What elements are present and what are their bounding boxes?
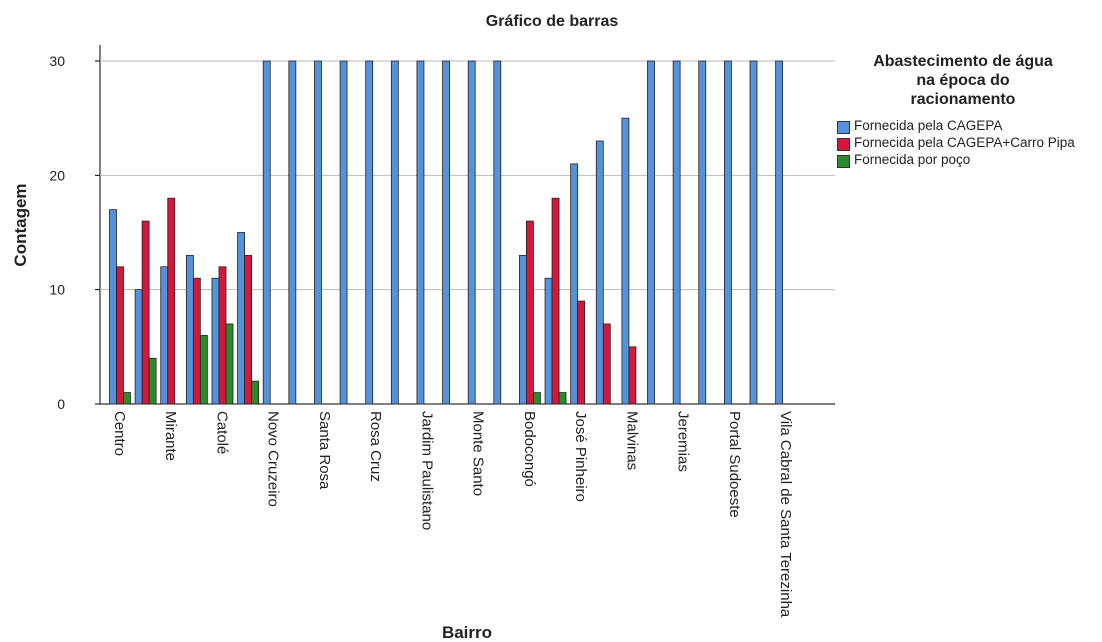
x-tick-label: Novo Cruzeiro <box>265 411 282 507</box>
bar <box>442 60 450 405</box>
x-tick-label: Centro <box>111 411 128 456</box>
bar <box>621 117 630 405</box>
legend-item: Fornecida pela CAGEPA+Carro Pipa <box>832 136 1094 151</box>
bar <box>218 266 227 405</box>
bar <box>365 60 374 405</box>
bar <box>116 266 124 405</box>
chart-title: Gráfico de barras <box>486 13 619 30</box>
bar <box>595 140 604 405</box>
bar <box>467 60 476 405</box>
bar <box>602 323 611 405</box>
x-tick-label: José Pinheiro <box>572 411 589 502</box>
bar <box>647 60 655 405</box>
legend-label: Fornecida pela CAGEPA <box>854 118 1003 133</box>
bar <box>519 254 527 405</box>
x-tick-label: Rosa Cruz <box>367 411 384 482</box>
bar <box>211 277 220 405</box>
bar <box>628 346 637 405</box>
spacer <box>832 109 1094 117</box>
legend-label: Fornecida por poço <box>854 152 971 167</box>
bar <box>544 277 553 405</box>
bar <box>390 60 399 405</box>
bar <box>251 380 260 405</box>
bar <box>185 254 194 405</box>
legend-title: racionamento <box>910 91 1016 108</box>
x-tick-label: Mirante <box>162 411 179 461</box>
bar <box>148 357 157 405</box>
bar <box>558 392 567 405</box>
legend-swatch <box>837 121 850 134</box>
x-tick-label: Monte Santo <box>470 411 487 496</box>
legend-label: Fornecida pela CAGEPA+Carro Pipa <box>854 135 1075 150</box>
bar <box>244 254 253 405</box>
legend-swatch <box>837 155 850 168</box>
x-tick-label: Bodocongó <box>521 411 538 487</box>
bar <box>314 60 322 405</box>
x-tick-label: Jeremias <box>675 411 692 472</box>
y-tick-label: 0 <box>57 396 65 412</box>
legend-item: Fornecida por poço <box>832 153 1094 168</box>
legend: Abastecimento de água na época do racionam… <box>832 52 1094 168</box>
x-axis-label: Bairro <box>442 623 492 642</box>
legend-item: Fornecida pela CAGEPA <box>832 119 1094 134</box>
x-tick-label: Vila Cabral de Santa Terezinha <box>777 411 794 618</box>
bar <box>141 220 150 405</box>
bar <box>551 197 560 405</box>
y-tick-label: 20 <box>49 167 65 183</box>
bar <box>533 392 541 405</box>
bar <box>339 60 348 405</box>
bar <box>225 323 234 405</box>
bar <box>262 60 271 405</box>
bar <box>237 232 246 405</box>
bar <box>698 60 707 405</box>
bar <box>109 209 117 405</box>
legend-swatch <box>837 138 850 151</box>
bar <box>526 220 534 405</box>
x-tick-label: Santa Rosa <box>316 411 333 490</box>
y-axis-label: Contagem <box>11 183 30 266</box>
bar <box>749 60 758 405</box>
legend-title: na época do <box>916 72 1010 89</box>
bar <box>192 277 201 405</box>
bar <box>672 60 681 405</box>
y-tick-label: 10 <box>49 282 65 298</box>
bar <box>123 392 131 405</box>
x-tick-label: Malvinas <box>623 411 640 470</box>
x-tick-label: Catolé <box>213 411 230 454</box>
x-tick-label: Jardim Paulistano <box>418 411 435 530</box>
bar <box>416 60 425 405</box>
bar <box>288 60 297 405</box>
y-tick-label: 30 <box>49 53 65 69</box>
x-tick-label: Portal Sudoeste <box>726 411 743 518</box>
bar <box>199 335 208 405</box>
bar <box>723 60 732 405</box>
bar <box>134 289 143 405</box>
bar <box>167 197 176 405</box>
legend-title: Abastecimento de água <box>873 53 1053 70</box>
bar <box>775 60 784 405</box>
bar <box>493 60 502 405</box>
bar <box>570 163 579 405</box>
bar <box>160 266 169 405</box>
bar <box>577 300 586 405</box>
